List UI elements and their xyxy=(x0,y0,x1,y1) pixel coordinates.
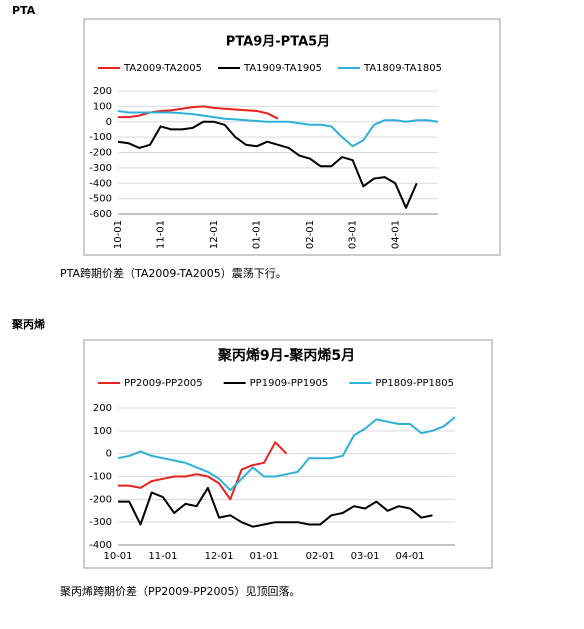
y-tick-label: 0 xyxy=(106,449,112,460)
x-tick-label: 02-01 xyxy=(306,551,335,562)
x-tick-label: 03-01 xyxy=(351,551,380,562)
chart-title: 聚丙烯9月-聚丙烯5月 xyxy=(217,347,355,364)
y-tick-label: 0 xyxy=(106,117,112,128)
y-tick-label: 100 xyxy=(93,101,112,112)
x-tick-label: 11-01 xyxy=(148,551,177,562)
x-tick-label: 11-01 xyxy=(156,220,167,249)
x-tick-label: 01-01 xyxy=(252,220,263,249)
heading: PTA xyxy=(12,4,36,17)
y-tick-label: -400 xyxy=(89,178,112,189)
x-tick-label: 02-01 xyxy=(305,220,316,249)
legend-label: TA1909-TA1905 xyxy=(243,63,322,74)
legend-label: PP1809-PP1805 xyxy=(375,378,454,389)
y-tick-label: -500 xyxy=(89,194,112,205)
x-tick-label: 04-01 xyxy=(390,220,401,249)
x-tick-label: 10-01 xyxy=(103,551,132,562)
x-tick-label: 12-01 xyxy=(205,551,234,562)
x-tick-label: 10-01 xyxy=(113,220,124,249)
x-tick-label: 12-01 xyxy=(209,220,220,249)
y-tick-label: 200 xyxy=(93,86,112,97)
y-tick-label: -200 xyxy=(89,494,112,505)
caption: PTA跨期价差（TA2009-TA2005）震荡下行。 xyxy=(60,267,287,280)
series-line xyxy=(117,110,439,148)
y-tick-label: -200 xyxy=(89,148,112,159)
y-tick-label: -100 xyxy=(89,472,112,483)
y-tick-label: 100 xyxy=(93,426,112,437)
y-tick-label: -600 xyxy=(89,209,112,220)
legend-label: PP2009-PP2005 xyxy=(124,378,203,389)
y-tick-label: -300 xyxy=(89,517,112,528)
series-line xyxy=(117,416,456,492)
series-line xyxy=(117,120,418,209)
legend-label: TA1809-TA1805 xyxy=(363,63,442,74)
y-tick-label: 200 xyxy=(93,403,112,414)
legend-label: TA2009-TA2005 xyxy=(123,63,202,74)
x-tick-label: 03-01 xyxy=(348,220,359,249)
legend-label: PP1909-PP1905 xyxy=(250,378,329,389)
series-line xyxy=(118,105,279,120)
x-tick-label: 01-01 xyxy=(250,551,279,562)
series-line xyxy=(118,486,433,528)
x-tick-label: 04-01 xyxy=(396,551,425,562)
y-tick-label: -400 xyxy=(89,540,112,551)
y-tick-label: -100 xyxy=(89,132,112,143)
chart-title: PTA9月-PTA5月 xyxy=(226,35,330,50)
series-line xyxy=(118,441,288,501)
caption: 聚丙烯跨期价差（PP2009-PP2005）见顶回落。 xyxy=(60,585,301,598)
y-tick-label: -300 xyxy=(89,163,112,174)
heading: 聚丙烯 xyxy=(12,318,45,331)
